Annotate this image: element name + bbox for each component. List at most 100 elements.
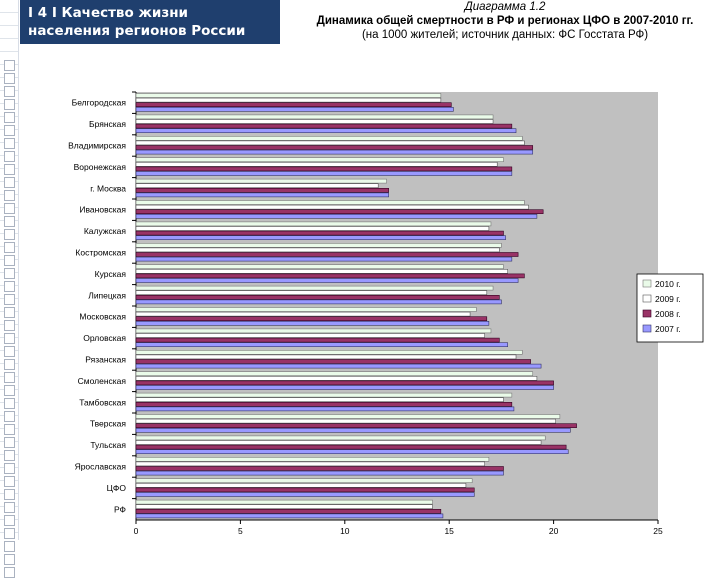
bar (135, 299, 502, 305)
bar (135, 183, 379, 188)
bar (135, 508, 442, 514)
legend-label: 2010 г. (655, 279, 681, 289)
bar (135, 423, 577, 429)
legend-swatch (642, 309, 652, 318)
section-header-line2: населения регионов России (28, 23, 246, 39)
category-label: Рязанская (85, 355, 126, 365)
stripe-square (4, 476, 15, 487)
bar (135, 466, 504, 471)
plot-area (136, 92, 658, 520)
bar (135, 456, 490, 462)
legend-swatch (642, 279, 652, 288)
bar (135, 385, 554, 390)
stripe-square (4, 437, 15, 448)
bar (135, 264, 504, 270)
stripe-square (4, 255, 15, 266)
category-label: Липецкая (88, 290, 126, 300)
bar (135, 392, 513, 398)
category-label: Тверская (90, 419, 127, 429)
bar (135, 487, 475, 493)
stripe-square (4, 307, 15, 318)
bar (135, 470, 504, 476)
bar (135, 359, 531, 364)
bar (135, 397, 504, 403)
stripe-square (4, 502, 15, 513)
bar (135, 235, 506, 240)
bar (135, 93, 442, 98)
stripe-square (4, 151, 15, 162)
stripe-square (4, 463, 15, 474)
left-decorative-stripe (0, 0, 19, 578)
bar (135, 406, 515, 412)
bar (135, 414, 561, 419)
bar (135, 123, 513, 129)
bar (135, 478, 473, 484)
bar (135, 200, 525, 205)
bar (135, 401, 513, 407)
bar (135, 290, 488, 296)
stripe-square (4, 346, 15, 357)
stripe-square (4, 424, 15, 435)
bar (135, 427, 571, 433)
bar (135, 114, 494, 120)
bar (135, 273, 525, 279)
stripe-square (4, 515, 15, 526)
category-label: Калужская (84, 226, 127, 236)
bar (135, 380, 554, 386)
bar (135, 247, 500, 253)
bar (135, 97, 442, 103)
stripe-square (4, 73, 15, 84)
bar (135, 188, 389, 193)
category-label: Воронежская (74, 162, 127, 172)
bar (135, 107, 454, 112)
stripe-square (4, 489, 15, 500)
bar (135, 294, 500, 300)
category-label: Владимирская (68, 141, 126, 151)
bar (135, 444, 567, 450)
bar (135, 316, 488, 322)
bar (135, 221, 492, 227)
category-label: Костромская (75, 248, 126, 258)
category-label: Тамбовская (79, 397, 126, 407)
chart-subtitle: (на 1000 жителей; источник данных: ФС Го… (361, 29, 649, 41)
stripe-square (4, 398, 15, 409)
bar (135, 354, 517, 360)
bar (135, 320, 490, 326)
section-header-line1: I 4 I Качество жизни (28, 5, 188, 21)
stripe-square (4, 138, 15, 149)
bar (135, 178, 387, 184)
bar (135, 268, 508, 274)
category-label: Московская (79, 312, 126, 322)
bar (135, 140, 525, 146)
bar (135, 435, 546, 441)
stripe-square (4, 450, 15, 461)
bar (135, 171, 513, 176)
bar (135, 349, 523, 355)
stripe-square (4, 528, 15, 539)
category-label: г. Москва (90, 183, 126, 193)
chart-title: Динамика общей смертности в РФ и региона… (316, 15, 694, 27)
bar (135, 328, 492, 334)
stripe-square (4, 333, 15, 344)
bar (135, 136, 523, 141)
bar (135, 278, 519, 283)
bar (135, 157, 504, 162)
bar (135, 192, 389, 198)
stripe-square (4, 268, 15, 279)
bar (135, 461, 485, 467)
legend-swatch (642, 294, 652, 303)
bar (135, 342, 508, 348)
bar (135, 375, 538, 381)
bar (135, 230, 504, 236)
bar (135, 226, 490, 231)
category-label: ЦФО (107, 483, 127, 493)
bar (135, 256, 513, 262)
category-label: Тульская (90, 440, 126, 450)
stripe-square (4, 281, 15, 292)
section-header: I 4 I Качество жизни населения регионов … (20, 0, 280, 44)
stripe-square (4, 216, 15, 227)
bar (135, 149, 534, 155)
stripe-square (4, 112, 15, 123)
chart-title-block: Диаграмма 1.2 Динамика общей смертности … (300, 0, 710, 42)
stripe-square (4, 359, 15, 370)
